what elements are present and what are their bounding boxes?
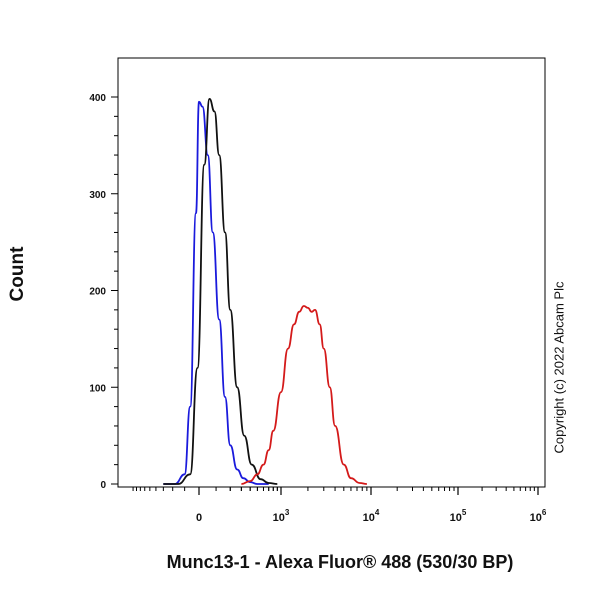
copyright-text: Copyright (c) 2022 Abcam Plc [551,281,567,454]
y-tick-label: 300 [89,190,106,201]
x-tick-label: 0 [196,512,202,524]
x-axis-label: Munc13-1 - Alexa Fluor® 488 (530/30 BP) [166,552,514,572]
plot-frame [117,57,546,488]
y-tick-label: 100 [89,383,106,394]
y-axis-label-text: Count [7,246,28,302]
x-tick-label: 103 [273,508,290,524]
y-tick-label: 0 [100,480,106,491]
y-tick-label: 400 [89,93,106,104]
series-line-0 [163,100,269,485]
series-line-2 [241,305,367,485]
series-line-1 [163,98,278,485]
x-tick-label: 105 [450,508,467,524]
copyright-watermark: Copyright (c) 2022 Abcam Plc [544,248,572,498]
x-tick-label: 104 [363,508,380,524]
x-tick-label: 106 [530,508,547,524]
y-axis-label: Count [4,235,30,315]
y-tick-label: 200 [89,287,106,298]
